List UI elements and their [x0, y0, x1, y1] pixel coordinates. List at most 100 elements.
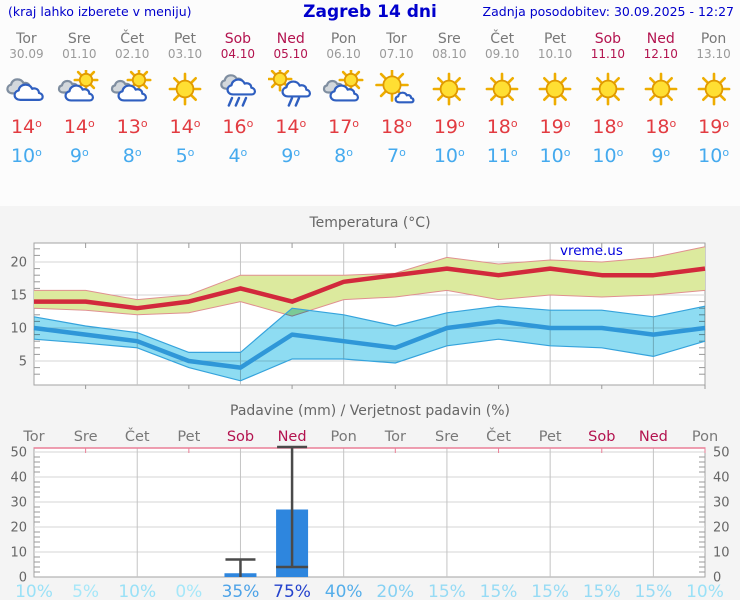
precip-day-label: Pet [177, 429, 200, 445]
forecast-day-column[interactable]: Pon 13.10 19o 10o [687, 24, 740, 200]
forecast-day-column[interactable]: Ned 05.10 14o 9o [264, 24, 317, 200]
menu-hint-text: (kraj lahko izberete v meniju) [8, 4, 192, 19]
y-axis-label-right: 0 [713, 571, 721, 586]
y-axis-label-right: 10 [713, 546, 730, 561]
sun-ray [490, 77, 498, 85]
probability-label: 5% [72, 582, 99, 600]
high-temp: 19o [698, 116, 730, 139]
partly-icon [58, 67, 99, 102]
day-label: Sob [224, 31, 252, 47]
forecast-strip: Tor 30.09 14o 10o Sre 01.10 14o 9o Čet 02.10 13o 8o… [0, 24, 740, 200]
low-temp: 10o [539, 145, 571, 168]
weather-icon-box [373, 68, 419, 112]
precip-day-label: Pet [539, 429, 562, 445]
high-temp: 18o [486, 116, 518, 139]
precip-day-label: Sob [227, 429, 254, 445]
low-band-edge [33, 305, 706, 353]
low-temp: 9o [281, 145, 301, 168]
high-temp: 16o [222, 116, 254, 139]
date-label: 06.10 [326, 47, 361, 61]
weather-icon-box [267, 66, 314, 112]
low-temp: 7o [387, 145, 406, 168]
sun-ray [353, 83, 360, 90]
sun-ray [665, 93, 673, 102]
forecast-day-column[interactable]: Čet 02.10 13o 8o [106, 24, 159, 200]
probability-label: 15% [428, 582, 466, 600]
precip-day-label: Pon [331, 429, 357, 445]
probability-label: 15% [480, 582, 518, 600]
sun-ray [397, 72, 405, 80]
day-label: Čet [120, 31, 145, 47]
forecast-background [0, 0, 740, 206]
sun-ray [559, 93, 568, 102]
precip-chart-title: Padavine (mm) / Verjetnost padavin (%) [230, 403, 510, 419]
forecast-day-column[interactable]: Ned 12.10 18o 9o [634, 24, 687, 200]
precip-day-label: Sre [435, 429, 459, 445]
low-temp: 8o [122, 145, 142, 168]
sunny-icon [485, 72, 519, 106]
sun-ray [612, 77, 620, 85]
sun-ray [507, 93, 515, 102]
date-label: 11.10 [590, 47, 626, 61]
probability-label: 10% [118, 582, 156, 600]
y-axis-label-left: 30 [10, 496, 27, 511]
weather-icon-box [585, 70, 631, 112]
raindrop [287, 96, 293, 107]
sun-ray [701, 77, 709, 85]
date-label: 04.10 [220, 47, 256, 61]
y-axis-label-right: 40 [713, 471, 730, 486]
probability-label: 10% [15, 582, 53, 600]
rain-icon [220, 74, 256, 107]
forecast-day-column[interactable]: Tor 30.09 14o 10o [0, 24, 53, 200]
y-axis-label-left: 0 [19, 571, 27, 586]
high-temp: 17o [328, 116, 360, 139]
low-temp: 4o [228, 145, 248, 168]
sun-ray [701, 93, 709, 102]
sun-ray [380, 90, 388, 98]
sun-ray [77, 70, 83, 77]
high-temp: 14o [275, 116, 307, 139]
high-temp: 19o [433, 116, 465, 139]
weather-icon-box [215, 70, 261, 112]
day-label: Sre [437, 31, 461, 47]
sun-ray [648, 77, 656, 85]
weather-icon-box [479, 70, 525, 112]
probability-label: 35% [222, 582, 260, 600]
day-label: Tor [386, 31, 407, 47]
topbar: (kraj lahko izberete v meniju) Zagreb 14… [0, 0, 740, 24]
forecast-day-column[interactable]: Sre 08.10 19o 10o [423, 24, 476, 200]
cloud-shape [13, 83, 45, 101]
forecast-day-column[interactable]: Pet 03.10 14o 5o [159, 24, 212, 200]
low-temp: 8o [334, 145, 353, 168]
forecast-day-column[interactable]: Sob 11.10 18o 10o [581, 24, 634, 200]
forecast-day-column[interactable]: Tor 07.10 18o 7o [370, 24, 423, 200]
forecast-day-column[interactable]: Sre 01.10 14o 9o [53, 24, 106, 200]
high-temp: 14o [10, 116, 42, 139]
vreme-us-watermark[interactable]: vreme.us [560, 243, 623, 259]
sunny-icon [432, 72, 466, 106]
sun-ray [283, 69, 289, 76]
sun-ray [189, 93, 198, 102]
forecast-day-column[interactable]: Pon 06.10 17o 8o [317, 24, 370, 200]
sunny-icon [168, 72, 202, 106]
probability-label: 20% [376, 582, 414, 600]
precip-day-label: Pon [692, 429, 718, 445]
mostlysunny-icon [375, 68, 415, 104]
date-label: 13.10 [696, 47, 731, 61]
forecast-day-column[interactable]: Sob 04.10 16o 4o [211, 24, 264, 200]
forecast-day-column[interactable]: Pet 10.10 19o 10o [529, 24, 582, 200]
low-temp: 9o [69, 145, 89, 168]
weather-icon-box [109, 67, 155, 112]
sun-ray [142, 70, 149, 77]
high-band-edge [34, 246, 706, 301]
sun-ray [173, 77, 181, 85]
sun-ray [454, 93, 462, 102]
sun-ray [89, 83, 96, 90]
low-band-edge [33, 338, 706, 382]
precipitation-chart: Padavine (mm) / Verjetnost padavin (%) To… [10, 403, 730, 600]
raindrop [241, 96, 248, 107]
sun-ray [543, 93, 551, 102]
forecast-day-column[interactable]: Čet 09.10 18o 11o [476, 24, 529, 200]
date-label: 01.10 [62, 47, 97, 61]
